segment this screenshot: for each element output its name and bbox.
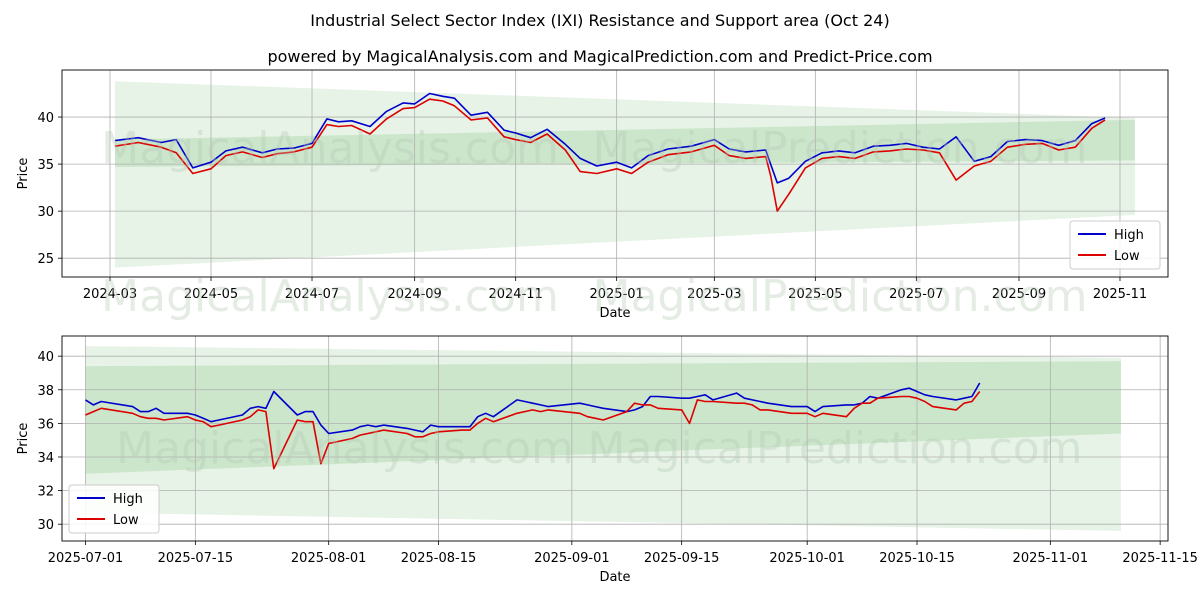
plot-recent-range: 2025-07-01 2025-07-15 2025-08-01 2025-08-15…: [16, 335, 1198, 585]
y-tick-label: 38: [37, 384, 54, 399]
x-axis-label: Date: [599, 570, 630, 585]
series-high-line: [85, 382, 981, 435]
y-axis-label: Price: [16, 158, 31, 190]
x-tick-label: 2025-07: [889, 287, 943, 302]
x-tick-label: 2024-05: [184, 287, 238, 302]
x-tick-label: 2024-09: [387, 287, 441, 302]
x-axis-label: Date: [599, 306, 630, 321]
legend-label-low: Low: [1114, 249, 1140, 264]
watermark-prediction-bottom: MagicalPrediction.com: [588, 423, 1083, 474]
band-inner: [114, 119, 1135, 167]
x-tick-label: 2025-07-15: [158, 551, 234, 566]
x-tick-label: 2024-07: [285, 287, 339, 302]
x-tick-label: 2025-09: [992, 287, 1046, 302]
x-tick-label: 2025-11-01: [1013, 551, 1089, 566]
y-tick-label: 40: [37, 111, 54, 126]
watermark-analysis-lower: MagicalAnalysis.com: [101, 271, 559, 322]
y-tick-label: 32: [37, 485, 54, 500]
x-tick-label: 2025-08-01: [291, 551, 367, 566]
y-tick-label: 25: [37, 252, 54, 267]
watermark-analysis-bottom: MagicalAnalysis.com: [116, 423, 574, 474]
x-tick-label: 2025-09-15: [644, 551, 720, 566]
y-tick-label: 34: [37, 451, 54, 466]
y-axis-label: Price: [16, 423, 31, 455]
legend-label-high: High: [113, 492, 143, 507]
series-low-line: [114, 98, 1106, 212]
x-tick-label: 2025-07-01: [48, 551, 124, 566]
x-tick-label: 2025-05: [788, 287, 842, 302]
plot-frame: [61, 335, 1169, 542]
band-inner: [85, 361, 1121, 474]
y-tick-label: 30: [37, 205, 54, 220]
legend-label-low: Low: [113, 513, 139, 528]
x-tick-label: 2025-10-01: [769, 551, 845, 566]
x-tick-label: 2025-11: [1093, 287, 1147, 302]
x-tick-label: 2024-11: [488, 287, 542, 302]
chart-title: Industrial Select Sector Index (IXI) Res…: [310, 11, 889, 30]
x-tick-label: 2025-09-01: [534, 551, 610, 566]
x-tick-label: 2025-08-15: [401, 551, 477, 566]
legend-label-high: High: [1114, 228, 1144, 243]
band-outer: [85, 346, 1121, 531]
x-tick-label: 2025-01: [589, 287, 643, 302]
y-tick-label: 40: [37, 350, 54, 365]
chart-subtitle: powered by MagicalAnalysis.com and Magic…: [267, 47, 932, 66]
watermark-analysis: MagicalAnalysis.com: [101, 123, 559, 174]
series-high-line: [114, 92, 1106, 184]
y-tick-label: 36: [37, 417, 54, 432]
x-tick-label: 2025-10-15: [879, 551, 955, 566]
y-tick-label: 35: [37, 158, 54, 173]
band-outer: [114, 81, 1135, 268]
plot-full-range: 2024-03 2024-05 2024-07 2024-09 2024-11 2025-…: [16, 69, 1169, 321]
x-tick-label: 2025-03: [687, 287, 741, 302]
y-tick-label: 30: [37, 518, 54, 533]
series-low-line: [85, 391, 981, 470]
plot-frame: [61, 69, 1169, 278]
watermark-prediction: MagicalPrediction.com: [593, 123, 1088, 174]
x-tick-label: 2025-11-15: [1122, 551, 1198, 566]
watermark-prediction-lower: MagicalPrediction.com: [593, 271, 1088, 322]
x-tick-label: 2024-03: [83, 287, 137, 302]
